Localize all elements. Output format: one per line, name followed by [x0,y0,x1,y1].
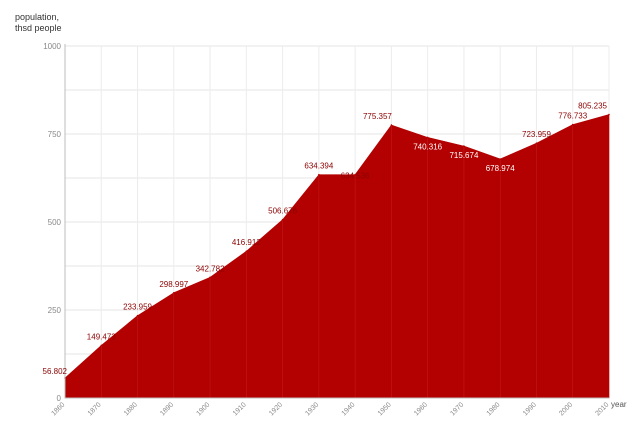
data-point [173,291,175,294]
x-tick-label: 1940 [341,401,357,417]
data-point [100,344,103,347]
data-labels: 56.802 149.473 233.959 298.997 342.782 416.91… [43,102,608,376]
area-segment [173,276,211,399]
data-label: 506.676 [268,207,297,216]
x-axis-label: year [611,400,627,409]
x-tick-label: 2010 [594,401,610,417]
area-segment [572,114,610,399]
y-axis-label-line1: population, [15,12,60,22]
data-label: 634.536 [341,172,370,181]
data-point [281,218,284,221]
x-tick-label: 1870 [87,401,103,417]
data-point [354,173,356,176]
data-label: 776.733 [558,112,587,121]
data-point [245,250,248,253]
data-point [318,173,320,176]
data-point [209,276,211,279]
x-tick-label: 1910 [232,401,248,417]
x-tick-label: 2000 [558,401,574,417]
x-tick-label: 1990 [522,401,538,417]
data-point [463,145,465,147]
data-label: 233.959 [123,303,152,312]
area-segment [64,344,102,399]
x-tick-label: 1890 [159,401,175,417]
y-tick-label: 1000 [43,42,61,51]
area-segment [100,315,138,399]
area-segment [536,124,574,399]
area-segment [354,124,392,399]
x-tick-label: 1900 [196,401,212,417]
x-tick-label: 1960 [413,401,429,417]
data-point [535,142,538,144]
y-tick-labels: 0 250 500 750 1000 [43,42,61,403]
data-label: 723.959 [522,130,551,139]
data-point [390,124,393,126]
x-tick-label: 1950 [377,401,393,417]
x-tick-label: 1980 [486,401,502,417]
area-segment [318,174,356,399]
data-point [571,123,574,126]
y-axis-label-line2: thsd people [15,23,62,33]
data-label: 342.782 [196,264,225,273]
x-tick-label: 1930 [304,401,320,417]
data-point [426,136,429,139]
area-segment [391,124,428,399]
data-label: 715.674 [449,151,478,160]
data-point [136,314,139,317]
y-tick-label: 250 [48,306,62,315]
x-tick-label: 1970 [449,401,465,417]
data-label: 678.974 [486,164,515,173]
y-tick-label: 750 [48,130,62,139]
x-tick-label: 1920 [268,401,284,417]
data-label: 740.316 [413,142,442,151]
data-point [499,158,502,160]
data-label: 298.997 [159,280,188,289]
y-tick-label: 500 [48,218,62,227]
x-tick-label: 1880 [123,401,139,417]
data-label: 416.912 [232,238,261,247]
area-segment [499,142,537,399]
y-tick-label: 0 [57,394,62,403]
data-label: 56.802 [43,367,68,376]
data-label: 149.473 [87,332,116,341]
data-label: 805.235 [578,102,607,111]
data-label: 634.394 [304,162,333,171]
area-segment [463,145,501,399]
area-segment [427,137,465,399]
data-label: 775.357 [363,112,392,121]
data-point [608,113,610,116]
chart-area [64,113,610,399]
x-tick-label: 1860 [50,401,66,417]
x-tick-labels: 1860 1870 1880 1890 1900 1910 1920 1930 1940 1950… [50,401,610,417]
axes [64,44,609,399]
